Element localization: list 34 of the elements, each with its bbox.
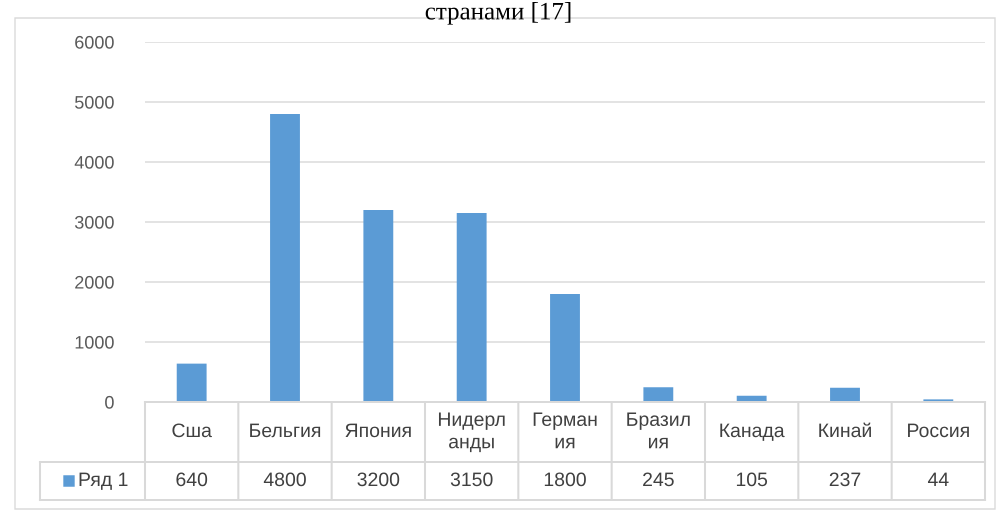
x-tick-label: Сша xyxy=(172,423,212,438)
data-label: 44 xyxy=(928,472,949,486)
x-tick-label: Япония xyxy=(345,424,411,438)
data-label: 245 xyxy=(643,472,674,486)
x-tick-label: Канада xyxy=(720,424,785,441)
y-tick-label: 4000 xyxy=(74,156,114,169)
data-label: 1800 xyxy=(544,472,586,486)
data-label: 4800 xyxy=(264,472,306,486)
chart-title: странами [17] xyxy=(426,2,570,25)
data-label: 105 xyxy=(736,472,768,486)
data-label: 3200 xyxy=(357,472,400,486)
x-tick-label: Бразилия xyxy=(627,412,690,448)
x-tick-label: Россия xyxy=(908,424,969,438)
y-tick-label: 2000 xyxy=(75,276,114,289)
x-tick-label: Нидерланды xyxy=(438,412,505,452)
x-tick-label: Бельгия xyxy=(250,424,320,438)
bar xyxy=(830,388,860,402)
x-tick-label: Кинай xyxy=(819,422,871,438)
y-tick-label: 6000 xyxy=(75,36,114,49)
bar xyxy=(270,114,300,402)
y-tick-label: 3000 xyxy=(74,216,114,229)
bar xyxy=(643,387,674,402)
x-tick-label: Германия xyxy=(534,412,597,448)
y-tick-label: 5000 xyxy=(75,96,114,109)
bar xyxy=(176,364,207,402)
bar xyxy=(456,213,487,402)
y-tick-label: 1000 xyxy=(76,336,114,349)
data-label: 237 xyxy=(830,472,860,486)
data-label: 640 xyxy=(176,472,208,486)
bar xyxy=(550,294,580,402)
bar xyxy=(363,210,394,402)
legend-label: Ряд 1 xyxy=(80,472,128,490)
y-tick-label: 0 xyxy=(105,396,114,409)
data-label: 3150 xyxy=(450,472,493,486)
